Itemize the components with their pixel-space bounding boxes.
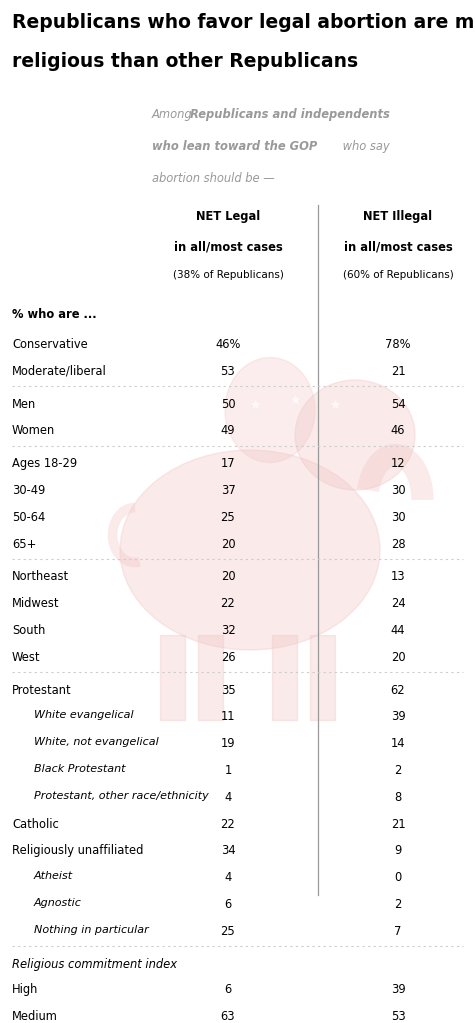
Text: 12: 12 — [390, 457, 405, 471]
Text: 35: 35 — [220, 683, 236, 697]
Text: Protestant: Protestant — [12, 683, 72, 697]
Text: ★: ★ — [249, 399, 261, 411]
Text: Midwest: Midwest — [12, 597, 59, 610]
Text: High: High — [12, 983, 38, 996]
Text: Agnostic: Agnostic — [34, 898, 82, 908]
Text: 2: 2 — [394, 764, 402, 777]
Text: religious than other Republicans: religious than other Republicans — [12, 52, 358, 71]
Text: 20: 20 — [221, 571, 235, 583]
Text: ★: ★ — [289, 394, 301, 406]
Text: 46: 46 — [391, 425, 405, 438]
Text: 7: 7 — [394, 925, 402, 938]
Text: Men: Men — [12, 398, 36, 410]
Text: 62: 62 — [390, 683, 405, 697]
Bar — [310, 635, 335, 720]
Text: Northeast: Northeast — [12, 571, 69, 583]
Text: 6: 6 — [224, 898, 232, 911]
Text: 9: 9 — [394, 844, 402, 857]
Text: in all/most cases: in all/most cases — [343, 240, 452, 253]
Text: 25: 25 — [220, 925, 236, 938]
Text: ★: ★ — [329, 399, 341, 411]
Text: Religiously unaffiliated: Religiously unaffiliated — [12, 844, 143, 857]
Text: abortion should be —: abortion should be — — [152, 172, 275, 185]
Text: 20: 20 — [221, 538, 235, 550]
Text: Among: Among — [152, 108, 196, 121]
Text: 22: 22 — [220, 597, 236, 610]
Text: 22: 22 — [220, 817, 236, 831]
Text: Moderate/liberal: Moderate/liberal — [12, 365, 107, 377]
Text: 44: 44 — [391, 624, 405, 637]
Text: 39: 39 — [390, 710, 405, 723]
Bar — [160, 635, 185, 720]
Text: 24: 24 — [390, 597, 405, 610]
Text: Republicans and independents: Republicans and independents — [190, 108, 390, 121]
Ellipse shape — [295, 380, 415, 490]
Text: 32: 32 — [220, 624, 236, 637]
Text: 21: 21 — [390, 817, 405, 831]
Text: 65+: 65+ — [12, 538, 37, 550]
Text: Atheist: Atheist — [34, 872, 73, 881]
Text: who say: who say — [339, 140, 390, 153]
Text: 0: 0 — [394, 872, 402, 884]
Ellipse shape — [225, 357, 315, 462]
Text: 8: 8 — [394, 791, 402, 804]
Text: 50-64: 50-64 — [12, 510, 45, 524]
Text: 11: 11 — [221, 710, 235, 723]
Text: 4: 4 — [224, 791, 232, 804]
Text: 53: 53 — [220, 365, 236, 377]
Text: 37: 37 — [220, 484, 236, 497]
Text: 78%: 78% — [385, 338, 411, 351]
Text: (38% of Republicans): (38% of Republicans) — [172, 270, 284, 280]
Text: 4: 4 — [224, 872, 232, 884]
Text: 53: 53 — [390, 1010, 405, 1023]
Text: Religious commitment index: Religious commitment index — [12, 958, 177, 971]
Text: West: West — [12, 651, 40, 664]
Text: 30: 30 — [390, 484, 405, 497]
Text: Women: Women — [12, 425, 55, 438]
Text: 14: 14 — [391, 738, 405, 750]
Text: % who are ...: % who are ... — [12, 308, 96, 321]
Text: Conservative: Conservative — [12, 338, 88, 351]
Text: 49: 49 — [221, 425, 235, 438]
Text: (60% of Republicans): (60% of Republicans) — [342, 270, 453, 280]
Text: 50: 50 — [221, 398, 235, 410]
Text: 28: 28 — [390, 538, 405, 550]
Text: Black Protestant: Black Protestant — [34, 764, 125, 774]
Text: 63: 63 — [221, 1010, 235, 1023]
Text: 46%: 46% — [215, 338, 241, 351]
Text: 19: 19 — [221, 738, 235, 750]
Text: 17: 17 — [221, 457, 235, 471]
Text: who lean toward the GOP: who lean toward the GOP — [152, 140, 317, 153]
Text: NET Legal: NET Legal — [196, 210, 260, 223]
Text: 34: 34 — [221, 844, 235, 857]
Text: in all/most cases: in all/most cases — [174, 240, 282, 253]
Text: 2: 2 — [394, 898, 402, 911]
Text: 13: 13 — [390, 571, 405, 583]
Text: Catholic: Catholic — [12, 817, 59, 831]
Text: Republicans who favor legal abortion are much less: Republicans who favor legal abortion are… — [12, 13, 475, 32]
Text: 26: 26 — [221, 651, 235, 664]
Bar — [198, 635, 223, 720]
Text: White, not evangelical: White, not evangelical — [34, 738, 159, 747]
Text: Protestant, other race/ethnicity: Protestant, other race/ethnicity — [34, 791, 209, 801]
Text: 1: 1 — [224, 764, 232, 777]
Text: 21: 21 — [390, 365, 405, 377]
Text: 30: 30 — [390, 510, 405, 524]
Text: 25: 25 — [220, 510, 236, 524]
Text: 54: 54 — [390, 398, 405, 410]
Text: Nothing in particular: Nothing in particular — [34, 925, 149, 935]
Text: South: South — [12, 624, 46, 637]
Text: 30-49: 30-49 — [12, 484, 45, 497]
Text: White evangelical: White evangelical — [34, 710, 133, 720]
Text: Ages 18-29: Ages 18-29 — [12, 457, 77, 471]
Bar — [272, 635, 297, 720]
Ellipse shape — [120, 450, 380, 650]
Text: 39: 39 — [390, 983, 405, 996]
Text: 6: 6 — [224, 983, 232, 996]
Text: 20: 20 — [390, 651, 405, 664]
Text: Medium: Medium — [12, 1010, 58, 1023]
Text: NET Illegal: NET Illegal — [363, 210, 433, 223]
